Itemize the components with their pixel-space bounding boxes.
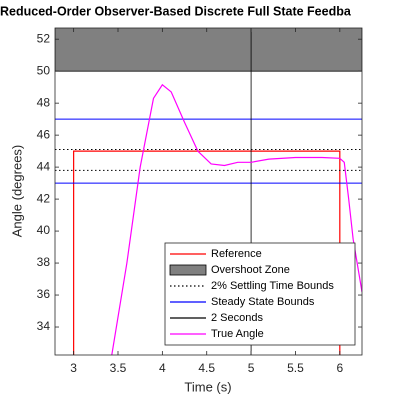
legend-label: Steady State Bounds [211, 296, 315, 308]
x-tick-label: 5.5 [287, 361, 304, 375]
y-tick-label: 40 [37, 223, 51, 237]
y-tick-label: 34 [37, 319, 51, 333]
y-tick-label: 52 [37, 31, 51, 45]
legend-label: 2% Settling Time Bounds [211, 280, 334, 292]
legend-box [164, 242, 356, 346]
overshoot-zone [55, 28, 362, 72]
ticks: 3 3.5 4 4.5 5 5.5 6 34 36 38 40 42 44 46 48 50 52 [37, 28, 362, 375]
legend-label: Reference [211, 248, 262, 260]
chart-title: Reduced-Order Observer-Based Discrete Fu… [0, 4, 352, 18]
y-tick-label: 44 [37, 159, 51, 173]
legend: Reference Overshoot Zone 2% Settling Time … [164, 242, 356, 346]
x-tick-label: 4 [159, 361, 166, 375]
axes-box [54, 27, 363, 356]
y-tick-label: 42 [37, 191, 51, 205]
y-tick-label: 38 [37, 255, 51, 269]
legend-label: 2 Seconds [211, 312, 263, 324]
legend-swatch [169, 264, 207, 276]
y-tick-label: 36 [37, 287, 51, 301]
x-tick-label: 4.5 [198, 361, 215, 375]
x-tick-label: 3.5 [110, 361, 127, 375]
x-tick-label: 3 [70, 361, 77, 375]
x-tick-label: 6 [336, 361, 343, 375]
y-tick-label: 50 [37, 63, 51, 77]
legend-label: Overshoot Zone [211, 264, 290, 276]
x-tick-label: 5 [248, 361, 255, 375]
y-axis-label: Angle (degrees) [9, 145, 24, 238]
plot-area [55, 28, 362, 355]
legend-label: True Angle [211, 328, 264, 340]
y-tick-label: 46 [37, 127, 51, 141]
x-axis-label: Time (s) [184, 379, 231, 394]
y-tick-label: 48 [37, 95, 51, 109]
data-line [111, 83, 362, 355]
data-line [73, 150, 341, 355]
